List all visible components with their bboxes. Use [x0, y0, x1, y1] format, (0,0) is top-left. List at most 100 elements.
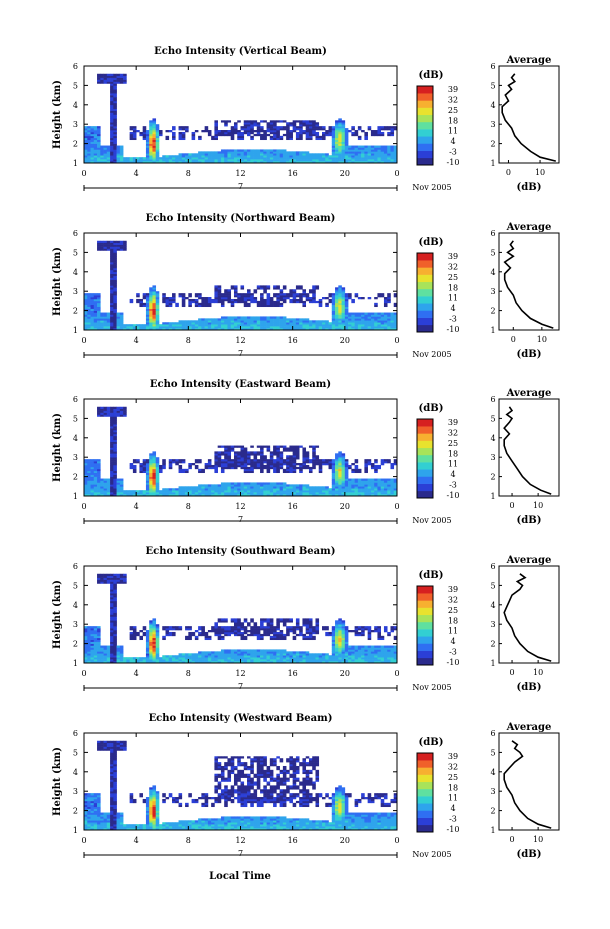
heatmap-cell	[348, 316, 352, 319]
heatmap-cell	[237, 624, 241, 627]
heatmap-cell	[230, 126, 235, 129]
heatmap-cell	[145, 643, 150, 646]
colorbar-tick-label: -10	[447, 158, 460, 167]
heatmap-cell	[279, 484, 284, 487]
heatmap-cell	[100, 157, 104, 160]
heatmap-cell	[113, 130, 117, 133]
heatmap-cell	[110, 639, 114, 642]
heatmap-cell	[155, 480, 160, 483]
heatmap-cell	[227, 130, 232, 133]
heatmap-cell	[370, 480, 375, 483]
heatmap-cell	[341, 124, 346, 127]
heatmap-cell	[331, 304, 336, 308]
heatmap-cell	[354, 159, 359, 162]
heatmap-cell	[211, 318, 215, 321]
heatmap-cell	[142, 626, 147, 629]
heatmap-cell	[276, 484, 280, 487]
heatmap-cell	[266, 320, 271, 323]
heatmap-cell	[155, 630, 160, 633]
heatmap-cell	[152, 143, 157, 146]
heatmap-cell	[87, 151, 91, 154]
heatmap-cell	[263, 289, 267, 292]
heatmap-cell	[188, 488, 192, 491]
heatmap-cell	[152, 618, 157, 621]
heatmap-cell	[100, 314, 104, 317]
heatmap-cell	[377, 133, 381, 137]
heatmap-cell	[116, 322, 121, 325]
heatmap-cell	[302, 131, 307, 135]
heatmap-cell	[142, 466, 147, 470]
heatmap-cell	[87, 324, 91, 327]
heatmap-cell	[93, 657, 98, 660]
heatmap-cell	[289, 466, 293, 470]
heatmap-cell	[119, 318, 124, 321]
heatmap-cell	[103, 645, 108, 648]
heatmap-cell	[172, 628, 176, 631]
heatmap-cell	[260, 300, 264, 304]
heatmap-cell	[100, 649, 104, 652]
heatmap-cell	[273, 135, 277, 139]
heatmap-cell	[207, 655, 212, 658]
heatmap-cell	[302, 318, 307, 321]
heatmap-cell	[93, 480, 98, 483]
heatmap-cell	[175, 157, 179, 160]
heatmap-cell	[364, 468, 368, 472]
heatmap-cell	[97, 486, 101, 489]
heatmap-cell	[201, 155, 205, 158]
heatmap-cell	[282, 486, 287, 489]
heatmap-cell	[292, 457, 297, 460]
heatmap-cell	[237, 661, 241, 664]
heatmap-cell	[178, 488, 183, 491]
heatmap-cell	[172, 631, 176, 635]
heatmap-cell	[338, 131, 342, 135]
heatmap-cell	[113, 478, 117, 481]
heatmap-cell	[377, 328, 381, 331]
heatmap-cell	[119, 147, 124, 150]
heatmap-cell	[220, 628, 225, 631]
heatmap-cell	[276, 157, 280, 160]
heatmap-cell	[344, 151, 349, 154]
heatmap-cell	[312, 461, 316, 464]
heatmap-cell	[113, 597, 117, 600]
heatmap-cell	[266, 300, 271, 304]
heatmap-cell	[308, 157, 313, 160]
heatmap-cell	[377, 494, 381, 497]
heatmap-cell	[341, 287, 346, 290]
heatmap-cell	[214, 631, 218, 635]
heatmap-cell	[266, 298, 271, 302]
heatmap-cell	[123, 490, 127, 493]
heatmap-cell	[243, 459, 248, 462]
heatmap-cell	[364, 159, 368, 162]
heatmap-cell	[155, 130, 160, 133]
heatmap-cell	[377, 322, 381, 325]
heatmap-cell	[103, 581, 108, 584]
heatmap-cell	[168, 633, 173, 637]
heatmap-cell	[158, 326, 163, 329]
heatmap-cell	[84, 128, 88, 131]
heatmap-cell	[119, 577, 124, 580]
heatmap-cell	[217, 494, 222, 497]
heatmap-cell	[217, 659, 222, 662]
heatmap-cell	[84, 486, 88, 489]
heatmap-cell	[113, 143, 117, 146]
heatmap-cell	[289, 295, 293, 298]
heatmap-cell	[387, 149, 391, 152]
heatmap-cell	[129, 137, 134, 141]
heatmap-cell	[240, 155, 245, 158]
heatmap-cell	[217, 131, 222, 135]
heatmap-cell	[155, 139, 160, 142]
heatmap-cell	[113, 83, 117, 86]
heatmap-cell	[201, 484, 205, 487]
heatmap-cell	[240, 149, 245, 152]
heatmap-cell	[380, 314, 385, 317]
average-profile-line	[501, 73, 556, 162]
heatmap-cell	[305, 318, 310, 321]
heatmap-cell	[110, 269, 114, 273]
heatmap-cell	[325, 302, 329, 306]
heatmap-cell	[93, 306, 98, 309]
heatmap-cell	[149, 474, 153, 477]
heatmap-cell	[250, 484, 254, 487]
heatmap-cell	[103, 651, 108, 654]
heatmap-cell	[230, 459, 235, 462]
heatmap-cell	[322, 461, 326, 464]
